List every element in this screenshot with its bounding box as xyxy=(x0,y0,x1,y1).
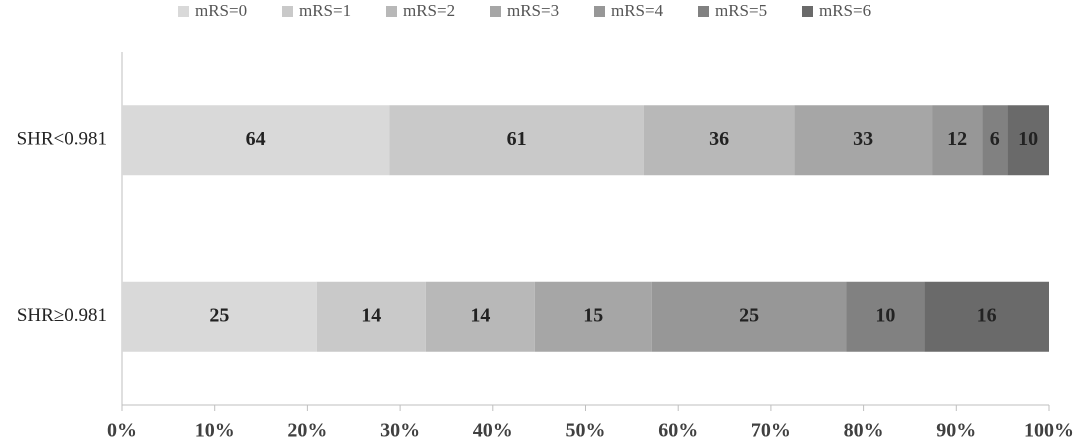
legend-label: mRS=6 xyxy=(819,1,871,20)
legend-label: mRS=2 xyxy=(403,1,455,20)
x-tick-label: 80% xyxy=(844,420,884,442)
legend-swatch xyxy=(178,6,189,17)
bar-segment xyxy=(122,281,317,352)
legend-label: mRS=3 xyxy=(507,1,559,20)
data-label: 61 xyxy=(507,128,527,150)
bar-segment xyxy=(389,105,644,176)
data-label: 14 xyxy=(361,304,381,326)
bar-segment xyxy=(846,281,925,352)
bar-segment xyxy=(643,105,795,176)
bar-segment xyxy=(425,281,535,352)
bar-segment xyxy=(932,105,983,176)
y-tick-label: SHR<0.981 xyxy=(17,129,107,150)
legend-swatch xyxy=(594,6,605,17)
legend-swatch xyxy=(802,6,813,17)
legend-swatch xyxy=(282,6,293,17)
bar-segment xyxy=(1007,105,1049,176)
data-label: 33 xyxy=(853,128,873,150)
legend-swatch xyxy=(698,6,709,17)
x-tick-label: 50% xyxy=(566,420,606,442)
data-label: 10 xyxy=(875,304,895,326)
data-label: 36 xyxy=(709,128,729,150)
x-tick-label: 60% xyxy=(658,420,698,442)
data-label: 10 xyxy=(1018,128,1038,150)
x-tick-label: 70% xyxy=(751,420,791,442)
x-tick-label: 90% xyxy=(936,420,976,442)
bar-segment xyxy=(924,281,1049,352)
x-tick-label: 100% xyxy=(1024,420,1074,442)
bar-segment xyxy=(534,281,652,352)
x-tick-label: 20% xyxy=(287,420,327,442)
data-label: 12 xyxy=(947,128,967,150)
x-tick-label: 30% xyxy=(380,420,420,442)
legend-label: mRS=1 xyxy=(299,1,351,20)
y-tick-label: SHR≥0.981 xyxy=(17,305,107,326)
legend-label: mRS=4 xyxy=(611,1,664,20)
data-label: 25 xyxy=(739,304,759,326)
legend-swatch xyxy=(490,6,501,17)
bar-segment xyxy=(651,281,847,352)
data-label: 6 xyxy=(990,128,1000,150)
bar-segment xyxy=(794,105,933,176)
data-label: 14 xyxy=(470,304,490,326)
legend-swatch xyxy=(386,6,397,17)
data-label: 64 xyxy=(246,128,266,150)
bar-segment xyxy=(122,105,390,176)
x-tick-label: 40% xyxy=(473,420,513,442)
data-label: 25 xyxy=(209,304,229,326)
x-tick-label: 10% xyxy=(195,420,235,442)
legend-label: mRS=0 xyxy=(195,1,247,20)
x-tick-label: 0% xyxy=(107,420,137,442)
bar-segment xyxy=(316,281,426,352)
legend-label: mRS=5 xyxy=(715,1,767,20)
data-label: 16 xyxy=(977,304,997,326)
data-label: 15 xyxy=(583,304,603,326)
bar-segment xyxy=(982,105,1008,176)
